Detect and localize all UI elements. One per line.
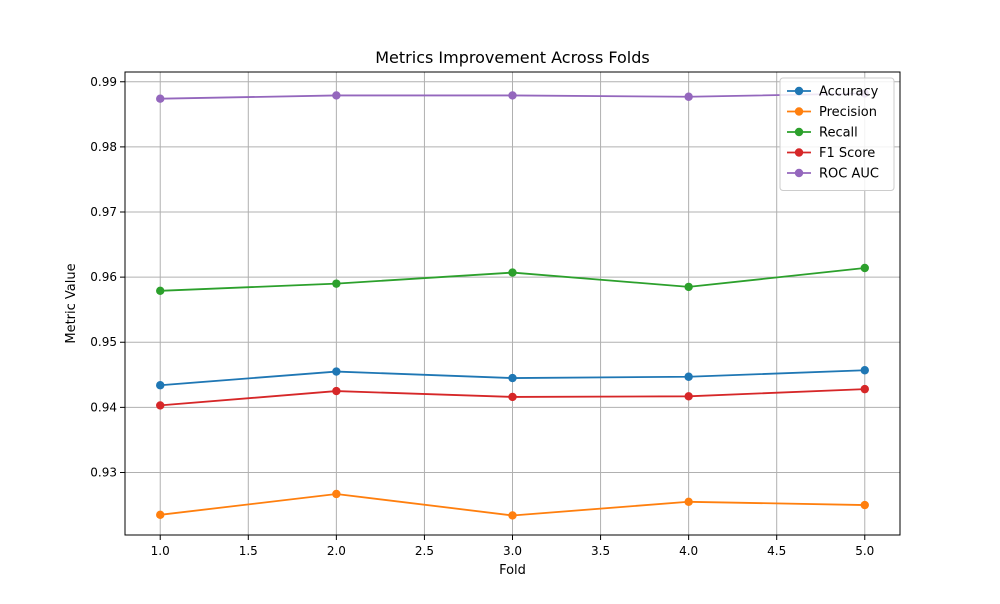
legend-marker-roc-auc [794,168,804,178]
legend-marker-f1-score [794,148,804,157]
data-point-recall [508,268,517,277]
y-tick-label: 0.97 [90,205,117,219]
x-tick-label: 2.0 [327,544,346,558]
data-point-precision [156,510,165,520]
data-point-f1-score [508,392,517,402]
data-point-precision [860,500,869,510]
legend-label-roc-auc: ROC AUC [819,167,879,182]
y-tick-label: 0.95 [90,335,117,349]
legend-marker-precision [794,107,804,116]
data-point-recall [156,286,165,296]
legend-label-accuracy: Accuracy [819,85,879,100]
x-tick-label: 3.0 [503,544,522,558]
data-point-recall [684,282,693,292]
data-point-accuracy [508,373,517,383]
x-tick-label: 4.0 [679,544,698,558]
y-tick-label: 0.94 [90,400,117,414]
legend: Accuracy Precision Recall F1 Score ROC AUC [779,77,895,191]
data-point-accuracy [684,372,693,381]
data-point-f1-score [332,386,341,396]
chart-title: Metrics Improvement Across Folds [375,48,649,67]
x-axis-label: Fold [499,563,526,578]
data-point-roc-auc [156,94,165,103]
legend-marker-recall [794,127,804,137]
y-tick-label: 0.98 [90,140,117,154]
x-tick-label: 3.5 [591,544,610,558]
data-point-accuracy [156,381,165,390]
x-tick-label: 1.5 [239,544,258,558]
data-point-recall [860,263,869,273]
legend-label-precision: Precision [819,105,877,120]
data-point-precision [684,497,693,506]
data-point-f1-score [860,384,869,394]
data-point-accuracy [332,367,341,376]
legend-label-f1-score: F1 Score [819,146,875,161]
series-lines [156,89,869,520]
x-tick-label: 5.0 [855,544,874,558]
y-tick-label: 0.96 [90,270,117,284]
legend-marker-accuracy [794,86,804,96]
data-point-precision [332,489,341,499]
y-axis-label: Metric Value [64,263,79,343]
legend-box [779,77,895,191]
data-point-roc-auc [684,92,693,101]
x-tick-label: 4.5 [767,544,786,558]
data-point-roc-auc [332,91,341,100]
axis-ticks: 1.0 1.5 2.0 2.5 3.0 3.5 4.0 4.5 5.0 0.93 0.94 0.95 0… [90,75,874,558]
data-point-recall [332,279,341,288]
data-point-f1-score [684,392,693,401]
data-point-accuracy [860,366,869,375]
x-tick-label: 2.5 [415,544,434,558]
data-point-f1-score [156,401,165,410]
legend-label-recall: Recall [819,126,858,141]
x-tick-label: 1.0 [151,544,170,558]
data-point-roc-auc [508,91,517,100]
y-tick-label: 0.93 [90,465,117,479]
y-tick-label: 0.99 [90,75,117,89]
data-point-precision [508,511,517,520]
